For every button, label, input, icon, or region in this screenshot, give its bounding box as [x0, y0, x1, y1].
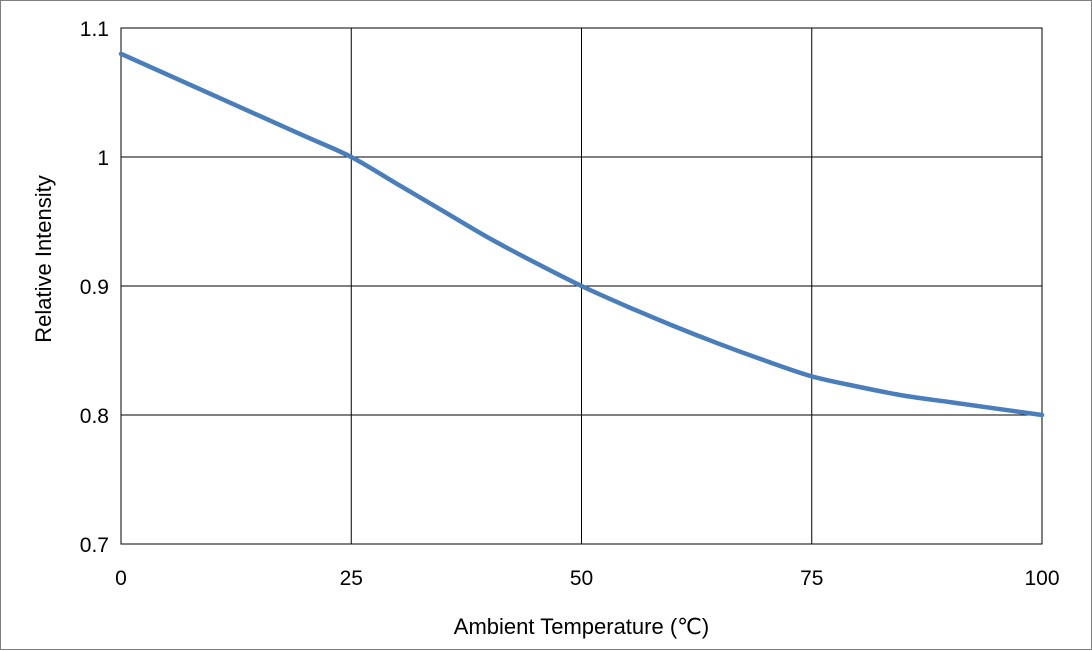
series-layer	[118, 51, 1045, 418]
y-tick-label: 1	[97, 147, 109, 170]
tick-labels: 0.7 0.8 0.9 1 1.1 0 25 50 75 100	[80, 18, 1060, 590]
x-tick-label: 75	[800, 567, 823, 590]
y-tick-label: 0.7	[80, 534, 109, 557]
x-tick-label: 25	[340, 567, 363, 590]
y-axis-label: Relative Intensity	[31, 175, 56, 343]
series-line	[118, 51, 1045, 418]
axes	[120, 27, 1043, 545]
x-axis-label: Ambient Temperature (℃)	[454, 614, 709, 639]
y-tick-label: 0.8	[80, 405, 109, 428]
x-tick-label: 100	[1024, 567, 1059, 590]
y-tick-label: 1.1	[80, 18, 109, 41]
x-tick-label: 0	[115, 567, 127, 590]
x-tick-label: 50	[570, 567, 593, 590]
plot-area	[120, 27, 1043, 545]
y-tick-label: 0.9	[80, 276, 109, 299]
